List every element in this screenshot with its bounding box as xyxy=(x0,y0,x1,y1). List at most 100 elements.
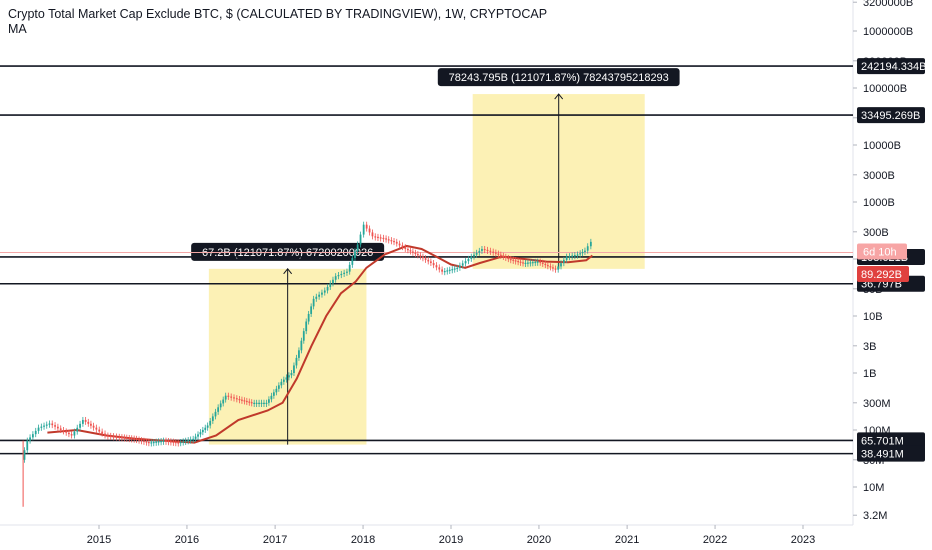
candle-body xyxy=(250,402,253,404)
candle-body xyxy=(321,292,323,295)
candle-body xyxy=(409,250,412,252)
chart-title: Crypto Total Market Cap Exclude BTC, $ (… xyxy=(8,7,548,21)
candle-body xyxy=(557,266,560,270)
candle-body xyxy=(531,262,534,264)
level-tag-label: 38.491M xyxy=(861,449,904,461)
candle-body xyxy=(517,261,520,263)
candle-body xyxy=(272,392,275,396)
candle-body xyxy=(194,436,197,439)
candle-body xyxy=(529,262,532,264)
candle-body xyxy=(310,306,313,314)
candle-body xyxy=(522,262,524,264)
candle-body xyxy=(302,331,305,341)
candle-body xyxy=(95,427,98,430)
candle-body xyxy=(130,438,133,440)
measure-2-arrow-head xyxy=(554,93,564,100)
candle-body xyxy=(365,224,368,229)
candle-body xyxy=(40,426,43,428)
candle-body xyxy=(177,442,180,444)
candle-body xyxy=(243,400,246,402)
candle-body xyxy=(305,321,308,332)
level-tag-label: 65.701M xyxy=(861,435,904,447)
candle-body xyxy=(68,432,70,435)
candle-body xyxy=(323,290,326,293)
level-tag-bg xyxy=(857,445,925,462)
candle-body xyxy=(285,377,288,380)
candle-body xyxy=(571,255,574,257)
candle-body xyxy=(270,395,273,400)
candle-body xyxy=(288,375,290,378)
candle-body xyxy=(438,267,441,270)
candle-body xyxy=(560,263,562,267)
candle-body xyxy=(432,263,435,266)
y-tick-label: 100000B xyxy=(863,83,907,95)
level-tag-label: 242194.334B xyxy=(861,61,926,73)
candle-body xyxy=(133,438,136,440)
candle-body xyxy=(224,395,227,400)
chart-legend: Crypto Total Market Cap Exclude BTC, $ (… xyxy=(8,7,547,37)
candle-body xyxy=(429,261,432,264)
candle-body xyxy=(293,365,295,373)
candle-body xyxy=(534,261,537,264)
candle-body xyxy=(115,436,118,438)
candle-body xyxy=(470,256,473,259)
candle-body xyxy=(435,265,438,268)
x-tick-label: 2023 xyxy=(791,534,815,546)
candle-body xyxy=(214,411,217,417)
candle-body xyxy=(524,262,527,264)
candle-body xyxy=(411,251,414,253)
candle-body xyxy=(326,286,329,291)
candle-body xyxy=(23,450,26,460)
y-tick-label: 3000B xyxy=(863,170,895,182)
candle-body xyxy=(123,437,126,439)
candle-body xyxy=(54,425,56,427)
candle-body xyxy=(368,228,371,233)
candle-body xyxy=(546,265,549,267)
candle-body xyxy=(211,416,214,421)
candle-body xyxy=(385,238,387,240)
candle-body xyxy=(568,256,571,258)
candle-body xyxy=(387,239,390,241)
candle-body xyxy=(509,259,512,261)
candle-body xyxy=(160,440,162,443)
candle-body xyxy=(233,397,235,399)
candle-body xyxy=(135,438,138,441)
candle-body xyxy=(87,421,90,424)
candle-body xyxy=(441,269,444,272)
candle-body xyxy=(337,275,340,277)
candle-body xyxy=(404,247,407,249)
candle-body xyxy=(172,441,175,443)
candle-body xyxy=(206,425,209,428)
candle-body xyxy=(419,255,422,257)
candle-body xyxy=(527,262,529,264)
candle-body xyxy=(334,276,337,280)
y-tick-label: 1000B xyxy=(863,197,895,209)
candle-body xyxy=(51,423,54,426)
candle-body xyxy=(371,232,374,237)
candle-body xyxy=(295,357,298,366)
candle-body xyxy=(197,434,199,437)
candle-body xyxy=(494,252,497,254)
candle-body xyxy=(167,440,170,443)
candle-body xyxy=(395,241,398,244)
candle-body xyxy=(204,427,207,430)
candle-body xyxy=(298,350,300,358)
candle-body xyxy=(179,442,182,444)
candle-body xyxy=(187,440,190,442)
candle-body xyxy=(544,263,547,266)
candle-body xyxy=(427,259,430,262)
candle-body xyxy=(424,258,427,260)
candle-body xyxy=(481,248,483,251)
candle-body xyxy=(189,439,192,441)
candle-body xyxy=(390,240,393,242)
indicator-label[interactable]: MA xyxy=(8,22,27,36)
candle-body xyxy=(265,402,268,405)
candle-body xyxy=(248,401,251,403)
candle-body xyxy=(502,255,505,257)
candle-body xyxy=(576,254,579,256)
level-tag-bg xyxy=(857,432,925,449)
candle-body xyxy=(414,252,417,255)
candle-body xyxy=(514,260,517,262)
